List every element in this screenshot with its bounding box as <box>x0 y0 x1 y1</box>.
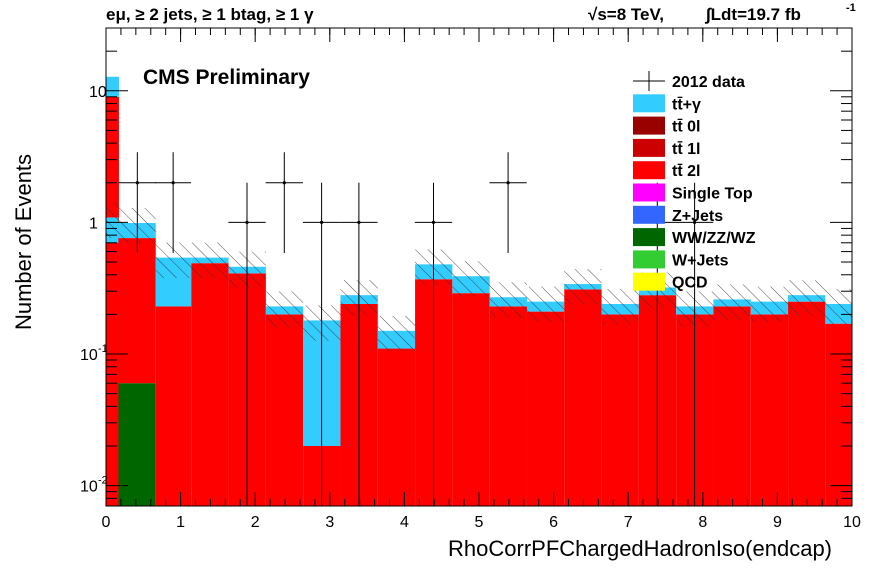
x-tick-label: 9 <box>773 514 782 531</box>
legend-swatch-9 <box>633 272 665 291</box>
header-selection-label: eμ, ≥ 2 jets, ≥ 1 btag, ≥ 1 γ <box>106 5 314 24</box>
y-tick-label-exponent: -2 <box>98 475 108 487</box>
y-tick-label: 1 <box>89 215 98 232</box>
y-tick-label: 10 <box>80 347 98 364</box>
x-tick-label: 2 <box>251 514 260 531</box>
legend-entry-label: WW/ZZ/WZ <box>672 230 756 247</box>
x-tick-label: 4 <box>400 514 409 531</box>
y-tick-label: 10 <box>89 84 107 101</box>
uncertainty-band-20 <box>825 288 852 325</box>
legend-entry-label: QCD <box>672 275 708 292</box>
legend-entry-label: tt̄ 2l <box>672 162 700 180</box>
data-point-1 <box>171 181 175 185</box>
uncertainty-band-14 <box>601 288 639 325</box>
bar-tt-2l-17 <box>713 306 751 506</box>
legend-entry-label: W+Jets <box>672 252 729 269</box>
bar-tt-2l-11 <box>489 306 527 506</box>
bar-tt-2l-19 <box>788 301 826 506</box>
underflow-bar-2 <box>106 96 119 237</box>
uncertainty-band-19 <box>788 280 826 316</box>
legend-entry-label: 2012 data <box>672 74 745 91</box>
x-tick-label: 5 <box>475 514 484 531</box>
legend-swatch-5 <box>633 183 665 202</box>
header-energy-label: √s=8 TeV, <box>588 5 664 24</box>
legend-swatch-4 <box>633 161 665 180</box>
bar-tt-2l-18 <box>750 314 789 506</box>
y-tick-label: 10 <box>80 479 98 496</box>
legend-entry-label: tt̄ 0l <box>672 117 700 135</box>
underflow-bar-3 <box>106 76 119 97</box>
uncertainty-band-17 <box>713 284 751 320</box>
uncertainty-band-5 <box>265 291 304 327</box>
bar-ww-zz-wz-1 <box>118 383 156 506</box>
legend-swatch-2 <box>633 116 665 135</box>
data-point-7 <box>506 181 510 185</box>
x-tick-label: 0 <box>102 514 111 531</box>
x-tick-label: 10 <box>843 514 861 531</box>
uncertainty-band-12 <box>526 286 565 323</box>
uncertainty-band-11 <box>489 282 527 318</box>
data-point-5 <box>357 220 361 224</box>
x-axis-title: RhoCorrPFChargedHadronIso(endcap) <box>448 536 832 561</box>
legend-swatch-7 <box>633 228 665 247</box>
legend-entry-label: tt̄+γ <box>672 95 701 113</box>
data-point-3 <box>282 181 286 185</box>
data-point-0 <box>135 181 139 185</box>
legend: 2012 data tt̄+γ tt̄ 0l tt̄ 1l tt̄ 2l Single T… <box>633 71 756 292</box>
legend-swatch-3 <box>633 138 665 157</box>
x-tick-label: 7 <box>624 514 633 531</box>
bar-tt-2l-10 <box>452 293 490 506</box>
bar-tt-2l-5 <box>265 314 304 506</box>
uncertainty-band-10 <box>452 261 490 297</box>
data-point-4 <box>319 220 324 224</box>
x-tick-label: 1 <box>176 514 185 531</box>
bar-tt-2l-20 <box>825 323 852 506</box>
data-point-6 <box>431 220 436 224</box>
legend-swatch-1 <box>633 94 665 113</box>
data-point-9 <box>692 220 697 224</box>
cms-preliminary-label: CMS Preliminary <box>143 66 310 89</box>
bar-tt-2l-14 <box>601 314 639 506</box>
legend-swatch-8 <box>633 250 665 269</box>
bar-tt-2l-12 <box>526 311 565 506</box>
legend-entry-label: tt̄ 1l <box>672 139 700 157</box>
bar-tt-2l-13 <box>564 289 602 506</box>
x-tick-label: 6 <box>549 514 558 531</box>
x-tick-label: 3 <box>325 514 334 531</box>
uncertainty-band-8 <box>377 315 416 352</box>
header-luminosity-label: ∫Ldt=19.7 fb <box>704 5 801 24</box>
bar-tt-2l-2 <box>155 306 192 506</box>
bar-tt-2l-3 <box>191 263 229 506</box>
uncertainty-band-3 <box>191 242 229 279</box>
y-tick-label-exponent: -1 <box>98 343 108 355</box>
uncertainty-band-13 <box>564 269 602 305</box>
legend-swatch-6 <box>633 205 665 224</box>
header-luminosity-exponent: -1 <box>846 2 856 14</box>
legend-entry-label: Single Top <box>672 186 753 203</box>
bar-tt-2l-8 <box>377 348 416 506</box>
uncertainty-band-18 <box>750 286 789 323</box>
bar-tt-2l-1 <box>118 238 156 384</box>
y-axis-title: Number of Events <box>11 154 36 330</box>
x-tick-label: 8 <box>698 514 707 531</box>
uncertainty-band-0 <box>106 202 119 238</box>
data-point-2 <box>245 220 249 224</box>
legend-entry-label: Z+Jets <box>672 208 723 225</box>
data-points-layer <box>118 152 714 506</box>
